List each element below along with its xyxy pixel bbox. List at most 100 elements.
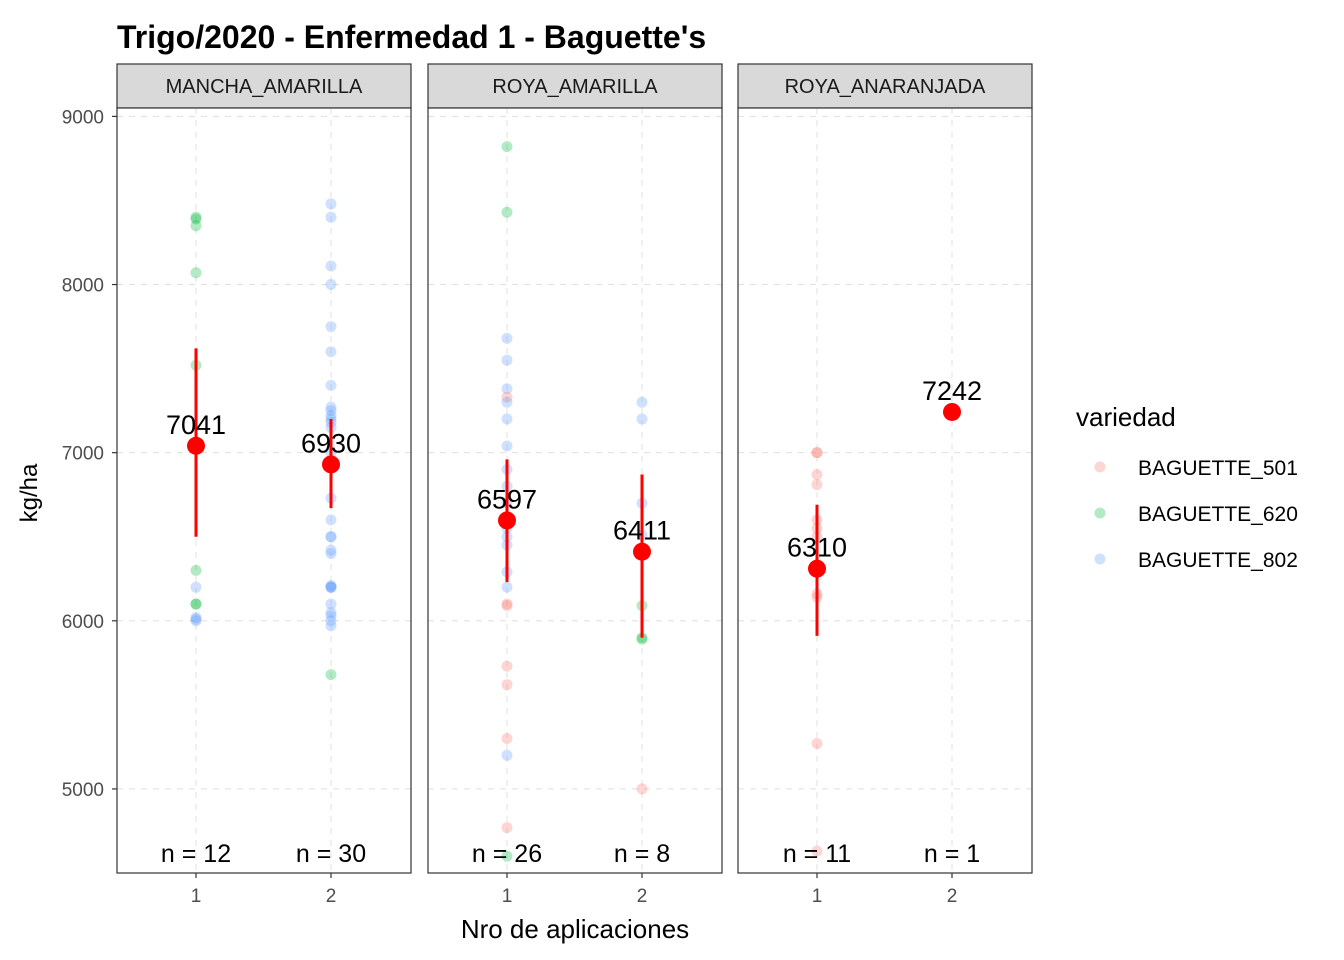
data-point [501, 600, 513, 612]
n-label: n = 26 [472, 840, 542, 868]
data-point [501, 396, 513, 408]
legend-key-620 [1094, 507, 1106, 519]
facet-panels: MANCHA_AMARILLA 1 2 7041 n = 1 2 6930 n = 30 ROY… [116, 63, 1033, 907]
data-point [325, 346, 337, 358]
data-point [325, 581, 337, 593]
x-tick-label: 1 [502, 886, 513, 907]
data-point [190, 598, 202, 610]
data-point [325, 581, 337, 593]
mean-point [943, 402, 961, 421]
data-point [501, 749, 513, 761]
data-point [325, 260, 337, 272]
data-point [501, 822, 513, 834]
data-point [811, 469, 823, 481]
data-point [501, 581, 513, 593]
data-point [325, 620, 337, 632]
data-point [811, 447, 823, 459]
data-point [190, 267, 202, 279]
mean-label: 6310 [787, 533, 847, 563]
data-point [501, 332, 513, 344]
legend-label-501: BAGUETTE_501 [1138, 457, 1298, 480]
data-point [811, 479, 823, 491]
data-point [325, 405, 337, 417]
data-point [325, 401, 337, 413]
data-point [325, 581, 337, 593]
data-point [811, 447, 823, 459]
data-point [190, 581, 202, 593]
data-point [501, 391, 513, 403]
legend-key-501 [1094, 461, 1106, 473]
data-point [325, 279, 337, 291]
y-tick-label: 7000 [62, 444, 104, 465]
facet-strip [737, 63, 1033, 109]
data-point [501, 660, 513, 672]
mean-label: 6411 [613, 516, 671, 546]
y-tick-label: 8000 [62, 276, 104, 297]
facet-panel: ROYA_AMARILLA 1 2 6597 n = 26 6411 n = 8 [427, 63, 723, 907]
facet-panel: MANCHA_AMARILLA 1 2 7041 n = 12 6930 n = 30 [116, 63, 412, 907]
n-label: n = 30 [296, 840, 366, 868]
panel-background [428, 108, 722, 873]
data-point [811, 845, 823, 857]
y-tick-label: 6000 [62, 612, 104, 633]
data-point [501, 440, 513, 452]
data-point [501, 679, 513, 691]
data-point [501, 383, 513, 395]
data-point [325, 379, 337, 391]
y-axis: 5000 6000 7000 8000 9000 [62, 107, 117, 801]
x-tick-label: 2 [947, 886, 958, 907]
data-point [325, 321, 337, 333]
mean-label: 7041 [166, 410, 226, 440]
data-point [190, 211, 202, 223]
facet-strip-label: ROYA_ANARANJADA [785, 76, 986, 98]
data-point [636, 633, 648, 645]
panel-border [737, 107, 1033, 874]
data-point [190, 611, 202, 623]
data-point [325, 610, 337, 622]
data-point [636, 783, 648, 795]
data-point [325, 615, 337, 627]
legend-label-620: BAGUETTE_620 [1138, 503, 1298, 526]
data-point [501, 206, 513, 218]
data-point [190, 213, 202, 225]
legend-item-802: BAGUETTE_802 [1094, 549, 1298, 572]
data-point [325, 410, 337, 422]
y-tick-label: 5000 [62, 780, 104, 801]
legend: variedad BAGUETTE_501 BAGUETTE_620 BAGUE… [1076, 402, 1298, 572]
facet-strip-label: MANCHA_AMARILLA [166, 76, 363, 98]
x-tick-label: 1 [812, 886, 823, 907]
legend-title: variedad [1076, 402, 1176, 432]
data-point [190, 598, 202, 610]
mean-label: 7242 [922, 376, 982, 406]
y-axis-label: kg/ha [16, 463, 43, 522]
chart-title: Trigo/2020 - Enfermedad 1 - Baguette's [117, 19, 706, 55]
facet-panel: ROYA_ANARANJADA 1 2 6310 n = 11 7242 n = 1 [737, 63, 1033, 907]
data-point [636, 413, 648, 425]
panel-background [117, 108, 411, 873]
data-point [325, 531, 337, 543]
x-tick-label: 1 [191, 886, 202, 907]
data-point [190, 613, 202, 625]
facet-strip [116, 63, 412, 109]
mean-label: 6930 [301, 428, 361, 458]
data-point [190, 564, 202, 576]
data-point [325, 514, 337, 526]
data-point [501, 850, 513, 862]
x-tick-label: 2 [326, 886, 337, 907]
legend-key-802 [1094, 553, 1106, 565]
data-point [190, 615, 202, 627]
data-point [190, 220, 202, 232]
n-label: n = 8 [614, 840, 670, 868]
y-tick-label: 9000 [62, 107, 104, 128]
mean-point [808, 559, 826, 578]
data-point [636, 396, 648, 408]
mean-label: 6597 [477, 484, 537, 514]
facet-strip-label: ROYA_AMARILLA [492, 76, 658, 98]
data-point [325, 531, 337, 543]
legend-item-620: BAGUETTE_620 [1094, 503, 1298, 526]
data-point [501, 732, 513, 744]
mean-point [187, 436, 205, 455]
data-point [325, 669, 337, 681]
n-label: n = 1 [924, 840, 980, 868]
mean-point [633, 542, 651, 561]
